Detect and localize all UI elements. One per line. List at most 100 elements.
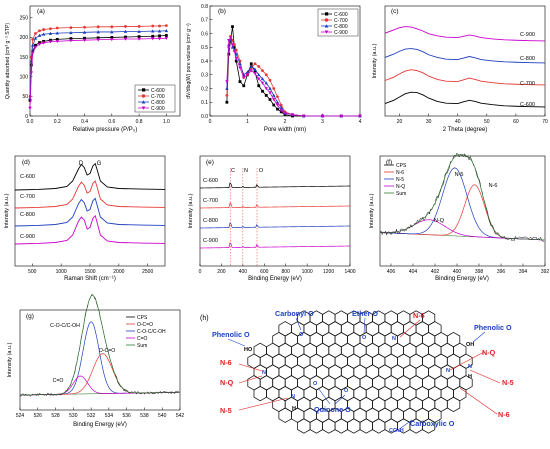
data-point [38,41,41,44]
y-tick-label: 100 [20,75,29,81]
panel-g-ann-coc: C-O-C/C-OH [50,323,80,329]
panel-g-legend-sum: Sum [137,343,147,349]
panel-f-xlabel: Binding Energy (eV) [435,276,489,282]
data-point [260,77,265,81]
x-tick-label: 50 [484,119,490,125]
data-point [83,36,86,40]
hexagon-ring [359,418,373,434]
panel-c: (c) 20 30 40 50 60 70 C-600 C-700 C-800 C-900… [372,5,548,133]
data-point [249,64,253,68]
data-point [38,29,41,33]
y-tick-label: 250 [20,16,29,22]
x-tick-label: 40 [455,119,461,125]
x-tick-label: 534 [105,413,114,419]
hexagon-ring [253,385,267,402]
series-line-c-600 [14,162,166,191]
data-point [157,29,162,33]
scheme-nq-left: N-Q [220,378,234,387]
sum-line [19,295,180,396]
data-point [264,87,268,91]
panel-b: (b) 0 1 2 3 4 0.0 0.1 0.2 0.3 0.4 0.5 0.6 0.7 0.8 Por… [186,4,362,133]
data-point [48,31,53,35]
scheme-ho: HO [244,347,253,353]
panel-d-peak-g: G [97,161,102,167]
panel-b-legend-c800: C-800 [334,24,348,30]
panel-h-scheme: (h) Phenolic O Carbonyl O Ether O Phenol… [200,309,514,434]
x-tick-label: 0.4 [81,119,88,125]
y-tick-label: 0.6 [201,31,208,37]
series-line-c-700 [199,202,351,209]
x-tick-label: 400 [239,269,248,275]
data-point [225,100,229,104]
x-tick-label: 0.2 [54,119,61,125]
data-point [33,45,38,50]
panel-f-legend-n6: N-6 [396,170,404,176]
legend-marker-c900 [324,30,329,34]
x-tick-label: 542 [176,413,185,419]
panel-e-ann-n: N [244,168,248,174]
panel-a-legend: C-600 C-700 C-800 C-900 [134,84,176,113]
panel-g-legend-co: C=O [137,336,148,342]
x-tick-label: 1500 [84,269,95,275]
panel-e-label-c800: C-800 [203,218,218,224]
data-point [164,24,168,28]
panel-f: (f) 406 404 402 400 398 396 394 392 N-5 N-6 N-Q… [369,152,549,282]
x-tick-label: 60 [513,119,519,125]
panel-f-legend-sum: Sum [396,191,406,197]
scheme-n5-right: N-5 [502,378,514,387]
series-line-c-700 [384,69,546,86]
panel-b-legend-box [317,8,359,37]
data-point [279,105,283,110]
panel-e-label-c700: C-700 [203,198,218,204]
data-point [253,67,257,71]
cps-line [19,293,180,397]
panel-c-ticks: 20 30 40 50 60 70 [397,113,548,125]
scheme-o-carbonyl: O [299,332,304,338]
panel-g-ylabel: Intensity (a.u.) [7,342,13,377]
panel-g: (g) 524 526 528 530 532 534 536 538 540 542 C-O-C… [7,293,185,428]
x-tick-label: 540 [158,413,167,419]
panel-d-label-c800: C-800 [20,212,35,218]
y-tick-label: 0.2 [201,86,208,92]
data-point [37,42,42,46]
data-point [234,59,238,63]
panel-g-legend-coc: C-O-C/C-OH [137,329,166,335]
x-tick-label: 394 [519,269,528,275]
hexagon-ring [334,418,348,434]
data-point [249,62,253,66]
panel-c-ylabel: Intensity (a.u.) [372,43,378,78]
data-point [48,40,53,44]
data-point [55,37,59,41]
panel-f-ann-n5: N-5 [455,172,464,178]
data-point [253,71,257,76]
data-point [31,49,35,53]
legend-marker-c800 [141,100,146,104]
x-tick-label: 4 [359,119,362,125]
data-point [158,34,161,38]
data-point [137,37,141,41]
data-point [268,78,272,82]
scheme-n6-top: N-6 [413,311,425,320]
data-point [276,107,279,111]
graphene-lattice [247,310,473,434]
data-point [275,100,280,104]
panel-a-legend-box [134,84,176,113]
scheme-h1: H [292,406,296,412]
x-tick-label: 530 [69,413,78,419]
arrow-nq-left [238,375,263,384]
data-point [272,87,276,90]
x-tick-label: 800 [282,269,291,275]
data-point [137,25,141,28]
legend-marker-c600 [142,88,146,92]
panel-f-legend-nq: N-Q [396,184,405,190]
panel-e-ticks: 0 200 400 600 800 1000 1200 1400 [199,263,356,275]
x-tick-label: 528 [51,413,60,419]
panel-g-legend-oco: O-C=O [137,322,153,328]
data-point [238,80,242,84]
data-point [41,41,46,45]
hexagon-ring [372,418,386,434]
x-tick-label: 1.0 [163,119,170,125]
data-point [164,28,169,33]
scheme-nq-right: N-Q [482,348,496,357]
